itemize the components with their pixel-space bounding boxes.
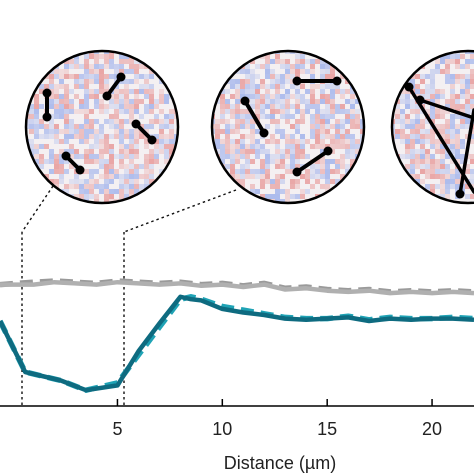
inset-circle-2 xyxy=(210,49,366,205)
inset-pair-segments xyxy=(243,79,339,174)
pair-dot xyxy=(323,146,333,156)
pair-dot xyxy=(61,151,71,161)
connector-line-1 xyxy=(21,185,54,233)
inset-border xyxy=(390,49,474,205)
x-axis-ticks: 5 10 15 20 xyxy=(112,399,442,439)
inset-pair-dots xyxy=(42,72,157,175)
pair-segment xyxy=(458,108,474,196)
pair-dot xyxy=(404,82,414,92)
pair-dot xyxy=(116,72,126,82)
pair-dot xyxy=(240,96,250,106)
pair-segment xyxy=(243,99,266,135)
inset-circle-1 xyxy=(24,49,180,205)
pair-dot xyxy=(42,88,52,98)
pair-dot xyxy=(147,135,157,145)
pair-dot xyxy=(292,76,302,86)
series-line-2 xyxy=(0,279,474,296)
pair-dot xyxy=(42,112,52,122)
x-tick-label: 10 xyxy=(212,419,232,439)
series-line-4 xyxy=(0,294,474,393)
inset-circle-3 xyxy=(390,49,474,205)
series-layer xyxy=(0,278,474,393)
inset-border xyxy=(24,49,180,205)
inset-border xyxy=(210,49,366,205)
pair-segment xyxy=(418,98,474,120)
pair-dot xyxy=(102,91,112,101)
pair-dot xyxy=(131,119,141,129)
pair-dot xyxy=(259,128,269,138)
connector-line-2 xyxy=(123,189,237,233)
x-tick-label: 5 xyxy=(112,419,122,439)
inset-pair-dots xyxy=(240,76,342,177)
pair-dot xyxy=(75,165,85,175)
pair-dot xyxy=(455,189,465,199)
pair-dot xyxy=(415,95,425,105)
x-tick-label: 15 xyxy=(317,419,337,439)
pair-segment xyxy=(295,149,330,174)
inset-noise-texture xyxy=(392,51,474,203)
pair-dot xyxy=(292,167,302,177)
x-axis-title: Distance (µm) xyxy=(224,453,336,473)
pair-dot xyxy=(332,76,342,86)
inset-pair-segments xyxy=(407,85,474,196)
x-tick-label: 20 xyxy=(422,419,442,439)
inset-pair-dots xyxy=(404,82,465,199)
